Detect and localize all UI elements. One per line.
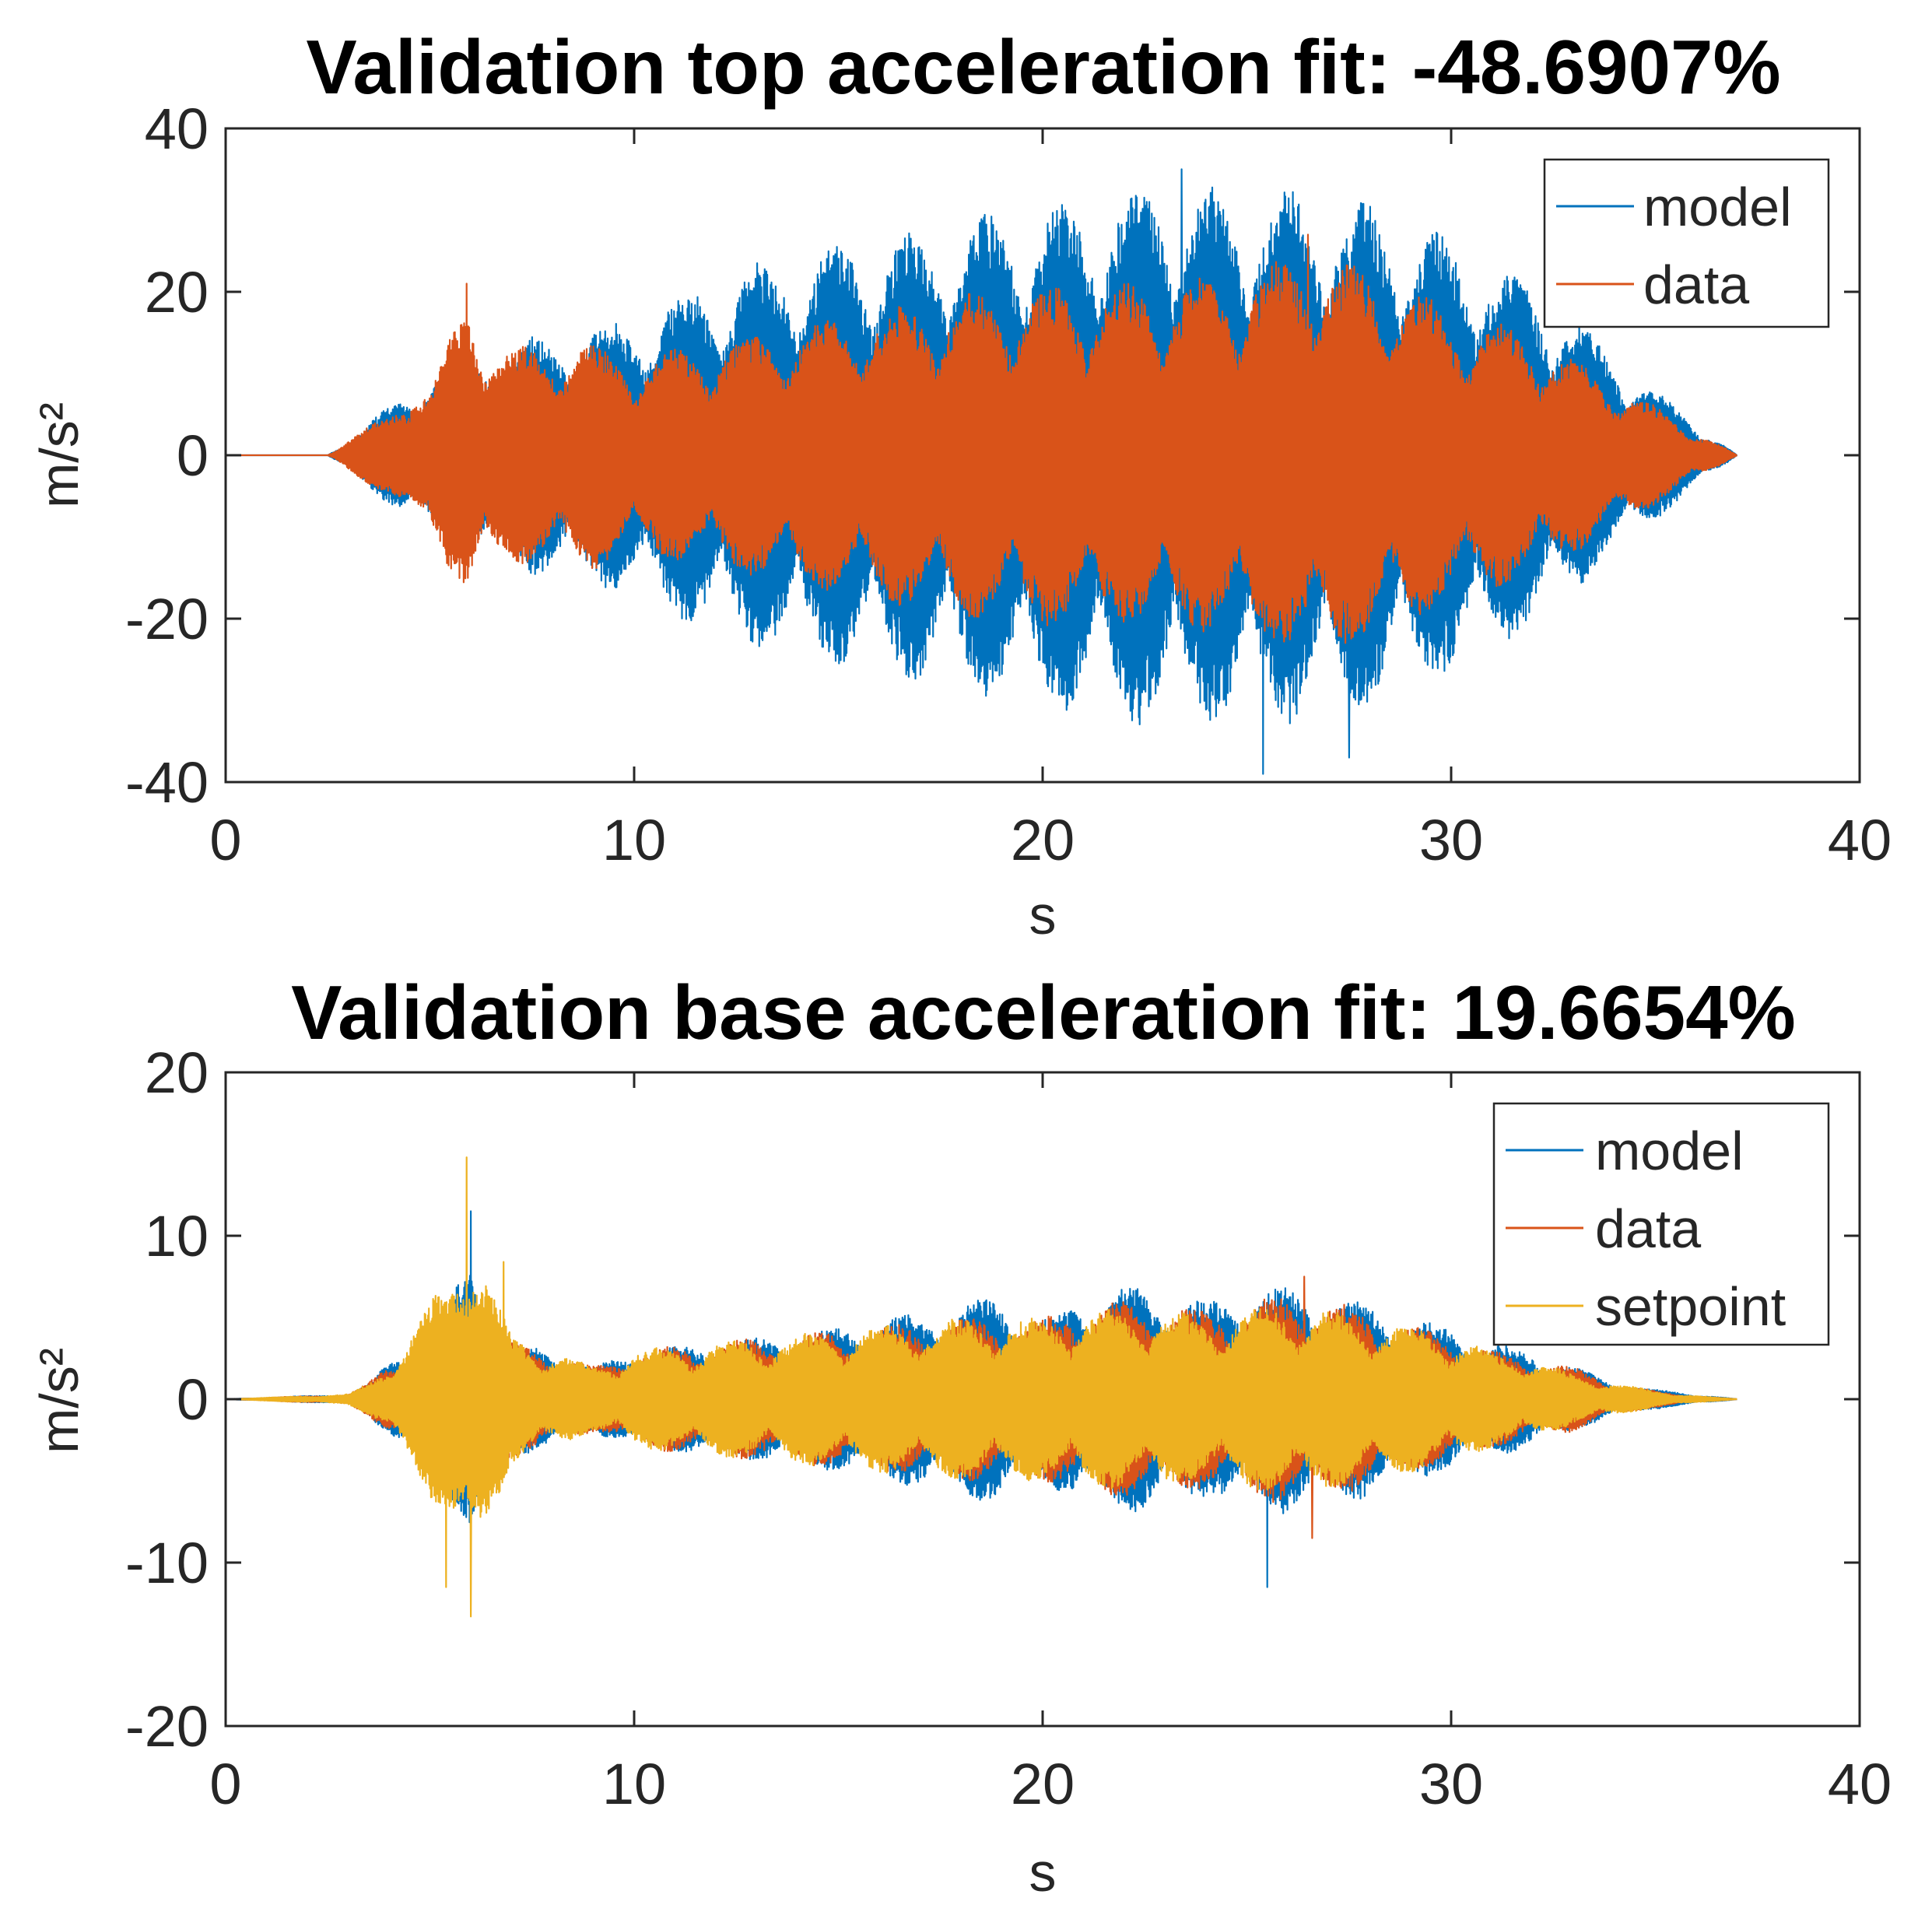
y-axis-label: m/s² — [29, 1348, 89, 1454]
y-tick-label: -10 — [125, 1531, 209, 1595]
y-tick-label: 40 — [145, 96, 209, 161]
x-axis-label: s — [1029, 1842, 1057, 1903]
legend[interactable]: model data setpoint — [1492, 1102, 1830, 1346]
x-tick-label: 40 — [1828, 808, 1892, 872]
y-tick-label: 0 — [177, 1367, 209, 1432]
legend-label-data: data — [1595, 1198, 1701, 1259]
axes-box — [224, 127, 1861, 784]
legend[interactable]: model data — [1543, 158, 1830, 328]
x-tick-label: 0 — [209, 1752, 241, 1816]
legend-label-model: model — [1643, 177, 1792, 237]
x-tick-label: 40 — [1828, 1752, 1892, 1816]
legend-label-model: model — [1595, 1121, 1744, 1181]
series-layer — [225, 168, 1738, 775]
x-tick-label: 10 — [602, 808, 666, 872]
y-tick-label: 20 — [145, 1040, 209, 1105]
y-tick-label: -20 — [125, 1694, 209, 1759]
y-tick-label: -40 — [125, 750, 209, 815]
top-acceleration-chart: Validation top acceleration fit: -48.690… — [29, 24, 1892, 945]
tick-labels: 0 10 20 30 40 -20 -10 0 10 20 — [125, 1040, 1892, 1816]
base-acceleration-chart: Validation base acceleration fit: 19.665… — [29, 970, 1892, 1903]
legend-label-data: data — [1643, 254, 1749, 315]
x-tick-label: 0 — [209, 808, 241, 872]
y-axis-label: m/s² — [29, 402, 89, 508]
x-tick-label: 10 — [602, 1752, 666, 1816]
chart-title: Validation top acceleration fit: -48.690… — [306, 24, 1780, 110]
x-axis-label: s — [1029, 885, 1057, 945]
legend-box — [1492, 1102, 1830, 1346]
y-tick-label: 0 — [177, 423, 209, 488]
x-tick-label: 30 — [1419, 1752, 1483, 1816]
legend-box — [1543, 158, 1830, 328]
y-tick-label: 20 — [145, 260, 209, 325]
legend-label-setpoint: setpoint — [1595, 1276, 1786, 1337]
tick-labels: 0 10 20 30 40 -40 -20 0 20 40 — [125, 96, 1892, 872]
y-tick-label: 10 — [145, 1204, 209, 1268]
x-tick-label: 20 — [1011, 1752, 1075, 1816]
x-tick-label: 30 — [1419, 808, 1483, 872]
series-layer — [225, 1156, 1738, 1618]
series-line-data — [225, 233, 1738, 644]
axes-box — [224, 1071, 1861, 1728]
y-tick-label: -20 — [125, 587, 209, 651]
series-line-setpoint — [225, 1156, 1738, 1618]
chart-title: Validation base acceleration fit: 19.665… — [291, 970, 1796, 1055]
x-tick-label: 20 — [1011, 808, 1075, 872]
